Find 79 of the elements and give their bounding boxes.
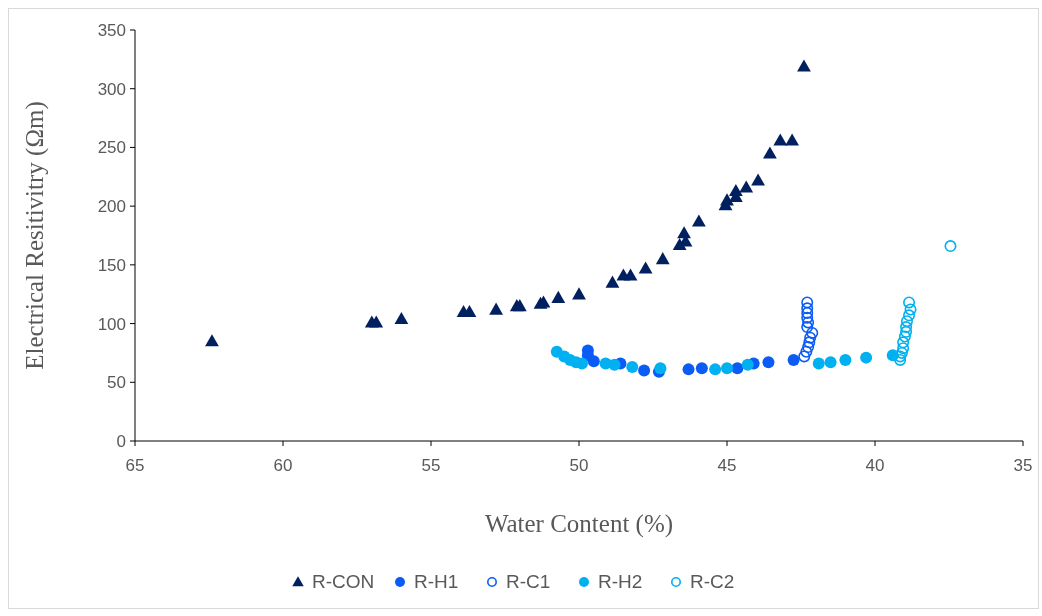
y-tick-label: 250	[97, 138, 126, 158]
point	[695, 362, 708, 375]
point	[551, 290, 566, 303]
point	[691, 214, 706, 227]
point	[801, 307, 814, 319]
x-tick-label: 55	[421, 456, 441, 475]
point	[489, 302, 504, 315]
point	[802, 316, 815, 329]
point	[762, 356, 775, 369]
point	[797, 59, 811, 72]
point	[739, 180, 754, 193]
x-tick-label: 60	[273, 456, 293, 475]
point	[897, 342, 910, 355]
x-tick-label: 40	[865, 456, 885, 475]
point	[677, 226, 691, 239]
y-tick-label: 200	[97, 197, 126, 217]
point	[903, 296, 916, 309]
point	[728, 183, 743, 197]
point	[804, 331, 817, 344]
point	[860, 351, 873, 364]
point	[655, 252, 670, 265]
y-tick-label: 300	[97, 79, 126, 99]
legend-label: R-H2	[598, 571, 643, 592]
y-tick-label: 50	[107, 373, 126, 393]
point	[895, 346, 908, 359]
legend-label: R-CON	[312, 571, 375, 592]
x-tick-label: 45	[717, 456, 737, 475]
point	[623, 268, 638, 281]
point	[839, 353, 852, 366]
legend-label: R-C2	[690, 571, 735, 592]
y-tick-label: 350	[97, 20, 126, 40]
legend-label: R-H1	[414, 571, 459, 592]
point	[787, 353, 800, 366]
point	[751, 173, 765, 186]
point	[900, 325, 913, 338]
point	[801, 302, 814, 315]
point	[608, 358, 621, 371]
point	[638, 261, 653, 274]
point	[801, 296, 814, 309]
point	[587, 355, 600, 368]
y-tick-label: 150	[97, 255, 126, 275]
point	[369, 315, 384, 328]
point	[798, 350, 811, 363]
y-axis-title: Electrical Resitivitry (Ωm)	[21, 101, 49, 370]
point	[800, 345, 813, 358]
y-tick-label: 100	[97, 314, 126, 334]
point	[806, 326, 819, 339]
point	[626, 361, 639, 374]
point	[801, 321, 814, 334]
x-tick-label: 35	[1013, 456, 1033, 475]
point	[605, 275, 620, 288]
x-axis-title: Water Content (%)	[484, 510, 674, 538]
point	[801, 311, 814, 324]
point	[572, 287, 586, 300]
point	[802, 341, 815, 354]
point	[785, 133, 800, 146]
point	[904, 303, 917, 316]
x-tick-label: 50	[569, 456, 589, 475]
legend-label: R-C1	[506, 571, 551, 592]
point	[773, 133, 788, 146]
point	[900, 321, 913, 334]
y-tick-label: 0	[116, 431, 126, 451]
point	[803, 336, 816, 349]
point	[897, 336, 910, 349]
point	[763, 146, 777, 159]
point	[898, 330, 911, 343]
point	[638, 364, 651, 377]
point	[812, 357, 825, 370]
point	[721, 362, 733, 375]
point	[944, 240, 957, 253]
point	[709, 363, 722, 376]
point	[900, 315, 913, 328]
point	[741, 358, 754, 371]
point	[903, 309, 916, 322]
x-tick-label: 65	[125, 456, 145, 475]
point	[205, 334, 219, 347]
point	[394, 311, 409, 325]
point	[824, 356, 837, 369]
point	[682, 363, 695, 376]
